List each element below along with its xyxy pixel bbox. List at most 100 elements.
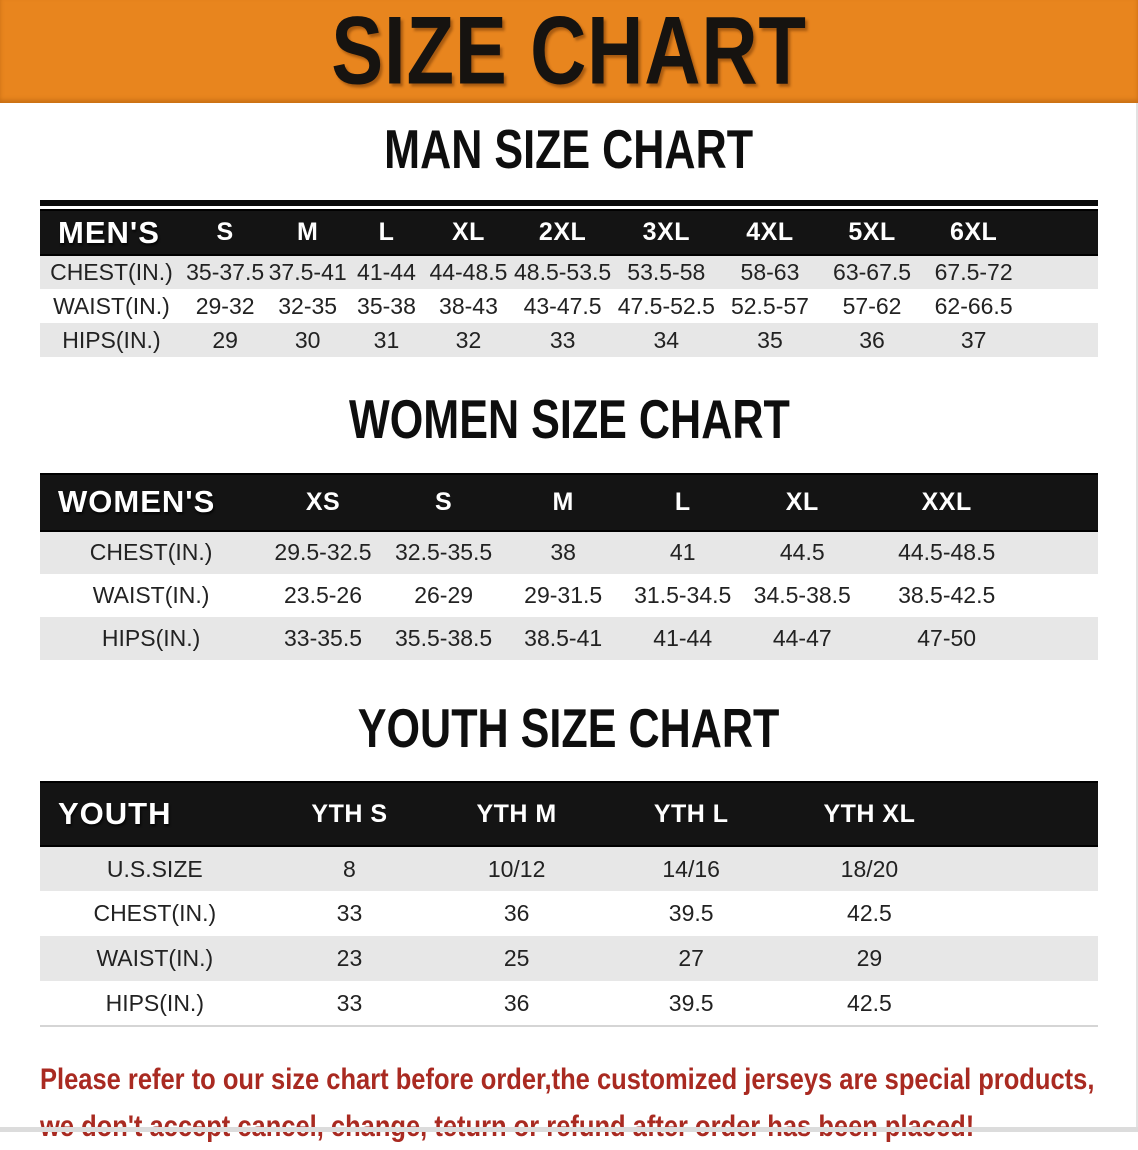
size-value-cell: 39.5 [603,981,779,1027]
row-spacer [960,846,1098,892]
measure-row-label: WAIST(IN.) [40,573,263,617]
section-youth: YOUTH SIZE CHART YOUTH YTH S YTH M YTH L YTH… [0,700,1138,1027]
size-column-header: L [622,472,743,532]
size-value-cell: 48.5-53.5 [511,255,614,290]
size-value-cell: 32-35 [267,289,348,324]
size-column-header: YTH M [429,781,604,848]
size-group-label: WOMEN'S [40,472,263,532]
size-column-header: 6XL [923,209,1024,257]
women-section-heading: WOMEN SIZE CHART [0,391,1138,449]
measure-row-label: HIPS(IN.) [40,616,263,660]
size-value-cell: 18/20 [778,846,961,892]
size-value-cell: 42.5 [778,981,961,1027]
size-value-cell: 37 [923,323,1024,358]
row-spacer [960,981,1098,1027]
size-value-cell: 33 [269,891,430,937]
size-value-cell: 33 [511,323,614,358]
women-section-heading-text: WOMEN SIZE CHART [348,390,790,451]
table-row: HIPS(IN.) 29 30 31 32 33 34 35 36 37 [40,323,1098,358]
size-value-cell: 32 [425,323,512,358]
size-value-cell: 36 [429,891,604,937]
size-value-cell: 35-38 [347,289,426,324]
measure-row-label: CHEST(IN.) [40,255,183,290]
size-value-cell: 44-48.5 [425,255,512,290]
size-value-cell: 37.5-41 [267,255,348,290]
size-value-cell: 14/16 [603,846,779,892]
men-table-wrap: MEN'S S M L XL 2XL 3XL 4XL 5XL 6XL CHEST(IN.) 35-37… [40,200,1098,358]
banner: SIZE CHART [0,0,1138,103]
size-value-cell: 62-66.5 [923,289,1024,324]
size-value-cell: 53.5-58 [613,255,720,290]
size-column-header: 3XL [613,209,720,257]
size-value-cell: 38 [503,530,623,574]
size-value-cell: 25 [429,936,604,982]
section-men: MAN SIZE CHART MEN'S S M L XL 2XL 3XL 4XL 5XL 6XL… [0,119,1138,358]
size-value-cell: 38.5-41 [503,616,623,660]
table-row: WAIST(IN.) 29-32 32-35 35-38 38-43 43-47.5 47.… [40,289,1098,324]
size-value-cell: 34 [613,323,720,358]
measure-row-label: CHEST(IN.) [40,891,270,937]
table-row: CHEST(IN.) 29.5-32.5 32.5-35.5 38 41 44.5 44.5… [40,530,1098,574]
size-value-cell: 10/12 [429,846,604,892]
size-value-cell: 44.5-48.5 [862,530,1032,574]
order-notice: Please refer to our size chart before or… [40,1057,1094,1150]
youth-size-table: YOUTH YTH S YTH M YTH L YTH XL U.S.SIZE 8 10/12… [40,781,1098,1027]
men-section-heading-text: MAN SIZE CHART [384,119,754,181]
size-value-cell: 39.5 [603,891,779,937]
section-women: WOMEN SIZE CHART WOMEN'S XS S M L XL XXL CHEST(… [0,391,1138,660]
size-value-cell: 29-32 [182,289,268,324]
measure-row-label: CHEST(IN.) [40,530,263,574]
table-row: HIPS(IN.) 33 36 39.5 42.5 [40,981,1098,1027]
size-group-label: YOUTH [40,781,270,848]
table-row: HIPS(IN.) 33-35.5 35.5-38.5 38.5-41 41-44 44-… [40,616,1098,660]
size-value-cell: 42.5 [778,891,961,937]
size-value-cell: 41 [622,530,743,574]
size-value-cell: 29-31.5 [503,573,623,617]
size-column-header: 2XL [511,209,614,257]
size-column-header: XS [262,472,384,532]
table-row: U.S.SIZE 8 10/12 14/16 18/20 [40,846,1098,892]
size-value-cell: 44-47 [742,616,863,660]
table-row: WAIST(IN.) 23 25 27 29 [40,936,1098,982]
table-row: CHEST(IN.) 33 36 39.5 42.5 [40,891,1098,937]
size-value-cell: 35 [719,323,821,358]
measure-row-label: HIPS(IN.) [40,981,270,1027]
size-value-cell: 43-47.5 [511,289,614,324]
size-column-header: YTH S [269,781,430,848]
size-value-cell: 26-29 [383,573,504,617]
measure-row-label: WAIST(IN.) [40,936,270,982]
measure-row-label: HIPS(IN.) [40,323,183,358]
size-column-header: YTH L [603,781,779,848]
size-value-cell: 35.5-38.5 [383,616,504,660]
size-value-cell: 29.5-32.5 [262,530,384,574]
size-value-cell: 41-44 [347,255,426,290]
size-value-cell: 23 [269,936,430,982]
size-value-cell: 27 [603,936,779,982]
measure-row-label: WAIST(IN.) [40,289,183,324]
image-bottom-edge [0,1127,1138,1132]
size-value-cell: 57-62 [820,289,924,324]
size-value-cell: 29 [182,323,268,358]
size-value-cell: 44.5 [742,530,863,574]
size-column-header: S [383,472,504,532]
size-value-cell: 36 [429,981,604,1027]
youth-section-heading: YOUTH SIZE CHART [0,700,1138,758]
size-column-header: XL [742,472,863,532]
size-value-cell: 52.5-57 [719,289,821,324]
header-spacer [960,781,1098,848]
size-column-header: M [503,472,623,532]
row-spacer [1023,289,1098,324]
size-value-cell: 38-43 [425,289,512,324]
youth-section-heading-text: YOUTH SIZE CHART [358,698,780,760]
measure-row-label: U.S.SIZE [40,846,270,892]
size-column-header: XL [425,209,512,257]
row-spacer [960,891,1098,937]
row-spacer [960,936,1098,982]
size-value-cell: 63-67.5 [820,255,924,290]
size-column-header: S [182,209,268,257]
size-value-cell: 29 [778,936,961,982]
row-spacer [1023,255,1098,290]
men-size-table: MEN'S S M L XL 2XL 3XL 4XL 5XL 6XL CHEST(IN.) 35-37… [40,209,1098,358]
size-value-cell: 34.5-38.5 [742,573,863,617]
header-spacer [1023,209,1098,257]
